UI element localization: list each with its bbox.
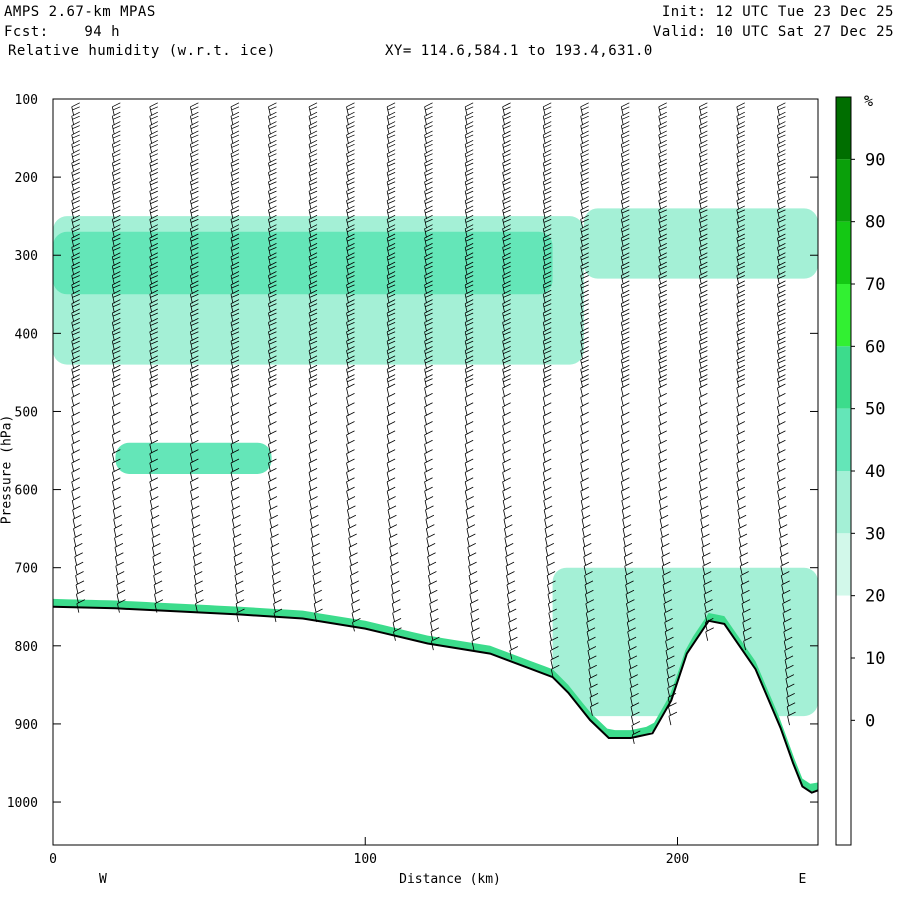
- wind-barbs: [424, 102, 440, 651]
- colorbar-swatch: [836, 471, 851, 534]
- y-tick-label: 200: [15, 171, 38, 186]
- y-tick-label: 1000: [7, 796, 38, 811]
- x-axis-title: Distance (km): [399, 872, 501, 887]
- wind-barbs: [464, 102, 481, 651]
- colorbar-label: 60: [865, 337, 885, 357]
- colorbar-swatch: [836, 782, 851, 845]
- y-tick-label: 500: [15, 405, 38, 420]
- wind-barbs: [658, 102, 678, 726]
- wind-barbs: [268, 102, 283, 623]
- wind-barbs: [580, 102, 599, 716]
- barb-column-6: [308, 102, 323, 623]
- plot-frame: [52, 98, 819, 846]
- barb-column-13: [580, 102, 599, 716]
- rh-band-1: [53, 231, 553, 295]
- wind-barbs: [111, 102, 126, 613]
- barb-column-2: [149, 102, 164, 613]
- wind-barbs: [502, 102, 519, 660]
- terrain-line: [52, 605, 819, 794]
- y-tick-label: 800: [15, 640, 38, 655]
- wind-barb-layer: [71, 102, 796, 744]
- y-axis-title: Pressure (hPa): [0, 414, 15, 525]
- y-tick-label: 900: [15, 718, 38, 733]
- wind-barbs: [620, 102, 641, 744]
- x-tick-label: 100: [354, 852, 377, 867]
- colorbar-swatch: [836, 97, 851, 160]
- barb-column-14: [620, 102, 641, 744]
- barb-column-16: [698, 102, 714, 641]
- barb-column-12: [542, 102, 560, 679]
- wind-barbs: [386, 102, 402, 641]
- model-title: AMPS 2.67-km MPAS: [4, 4, 156, 20]
- wind-barbs: [149, 102, 164, 613]
- colorbar-label: 40: [865, 462, 885, 482]
- barb-column-1: [111, 102, 126, 613]
- forecast-hour: Fcst: 94 h: [4, 24, 121, 40]
- colorbar-unit: %: [864, 92, 873, 110]
- y-tick-label: 400: [15, 327, 38, 342]
- wind-barbs: [542, 102, 560, 679]
- x-tick-label: 200: [666, 852, 689, 867]
- colorbar-swatch: [836, 159, 851, 222]
- y-tick-label: 700: [15, 562, 38, 577]
- below-ground: [53, 606, 818, 845]
- axis-layer: 100 200 300 400 500 600 700 800 900 1000 0 100 200 Di…: [7, 93, 818, 887]
- colorbar-swatch: [836, 284, 851, 347]
- barb-column-18: [777, 102, 796, 726]
- wind-barbs: [308, 102, 323, 623]
- wind-barbs: [777, 102, 796, 726]
- barb-column-4: [230, 102, 245, 623]
- colorbar-label: 10: [865, 649, 885, 669]
- valid-time: Valid: 10 UTC Sat 27 Dec 25: [652, 24, 894, 40]
- terrain-layer: [52, 605, 819, 845]
- y-tick-label: 300: [15, 249, 38, 264]
- colorbar-swatch: [836, 595, 851, 658]
- wind-barbs: [230, 102, 245, 623]
- barb-column-11: [502, 102, 519, 660]
- colorbar-swatch: [836, 221, 851, 284]
- colorbar-swatch: [836, 720, 851, 783]
- field-title: Relative humidity (w.r.t. ice): [8, 43, 276, 59]
- west-label: W: [99, 872, 107, 887]
- barb-column-3: [189, 102, 204, 613]
- barb-column-7: [346, 102, 361, 632]
- wind-barbs: [736, 102, 752, 651]
- wind-barbs: [698, 102, 714, 641]
- barb-column-5: [268, 102, 283, 623]
- colorbar-swatch: [836, 346, 851, 409]
- init-time: Init: 12 UTC Tue 23 Dec 25: [661, 4, 894, 20]
- wind-barbs: [346, 102, 361, 632]
- barb-column-10: [464, 102, 481, 651]
- rh-band-3: [115, 442, 272, 474]
- wind-barbs: [189, 102, 204, 613]
- barb-column-9: [424, 102, 440, 651]
- colorbar-label: 70: [865, 275, 885, 295]
- colorbar: % 90 80 70 60 50 40 30 20 10 0: [835, 92, 885, 846]
- barb-column-8: [386, 102, 402, 641]
- colorbar-label: 90: [865, 150, 885, 170]
- colorbar-label: 20: [865, 587, 885, 607]
- xy-coordinates: XY= 114.6,584.1 to 193.4,631.0: [385, 43, 653, 59]
- colorbar-swatch: [836, 533, 851, 596]
- colorbar-label: 80: [865, 213, 885, 233]
- colorbar-label: 30: [865, 524, 885, 544]
- colorbar-swatch: [836, 408, 851, 471]
- barb-column-15: [658, 102, 678, 726]
- east-label: E: [798, 872, 806, 887]
- colorbar-label: 0: [865, 711, 875, 731]
- x-tick-label: 0: [49, 852, 57, 867]
- colorbar-label: 50: [865, 400, 885, 420]
- wind-barbs: [71, 102, 86, 613]
- barb-column-0: [71, 102, 86, 613]
- y-tick-label: 600: [15, 484, 38, 499]
- barb-column-17: [736, 102, 752, 651]
- y-tick-label: 100: [15, 93, 38, 108]
- colorbar-swatch: [836, 658, 851, 721]
- rh-surface-layer: [53, 598, 818, 792]
